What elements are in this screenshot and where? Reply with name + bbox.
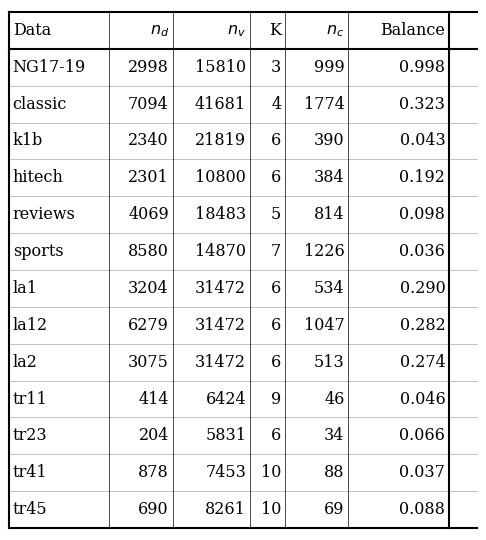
Text: 88: 88 xyxy=(324,464,345,481)
Text: 31472: 31472 xyxy=(195,354,246,370)
Text: tr45: tr45 xyxy=(13,501,47,518)
Text: la2: la2 xyxy=(13,354,37,370)
Text: 10: 10 xyxy=(261,501,281,518)
Text: 513: 513 xyxy=(314,354,345,370)
Text: 414: 414 xyxy=(139,390,169,408)
Text: la1: la1 xyxy=(13,280,37,297)
Text: 6: 6 xyxy=(271,132,281,150)
Text: 1047: 1047 xyxy=(304,317,345,334)
Text: Data: Data xyxy=(13,22,51,39)
Text: 9: 9 xyxy=(271,390,281,408)
Text: 3204: 3204 xyxy=(128,280,169,297)
Text: NG17-19: NG17-19 xyxy=(13,59,86,76)
Text: 6424: 6424 xyxy=(206,390,246,408)
Text: tr23: tr23 xyxy=(13,428,47,444)
Text: reviews: reviews xyxy=(13,206,75,223)
Text: tr11: tr11 xyxy=(13,390,48,408)
Text: 6: 6 xyxy=(271,317,281,334)
Text: 31472: 31472 xyxy=(195,317,246,334)
Text: Balance: Balance xyxy=(381,22,445,39)
Text: K: K xyxy=(269,22,281,39)
Text: 0.066: 0.066 xyxy=(399,428,445,444)
Text: 14870: 14870 xyxy=(195,243,246,260)
Text: 2301: 2301 xyxy=(128,170,169,186)
Text: 7453: 7453 xyxy=(205,464,246,481)
Text: 1226: 1226 xyxy=(304,243,345,260)
Text: 0.037: 0.037 xyxy=(399,464,445,481)
Text: 204: 204 xyxy=(139,428,169,444)
Text: 10: 10 xyxy=(261,464,281,481)
Text: classic: classic xyxy=(13,96,67,112)
Text: 8261: 8261 xyxy=(205,501,246,518)
Text: 0.043: 0.043 xyxy=(399,132,445,150)
Text: 6: 6 xyxy=(271,170,281,186)
Text: 6: 6 xyxy=(271,354,281,370)
Text: 8580: 8580 xyxy=(128,243,169,260)
Text: tr41: tr41 xyxy=(13,464,47,481)
Text: 5: 5 xyxy=(271,206,281,223)
Text: 21819: 21819 xyxy=(195,132,246,150)
Text: 390: 390 xyxy=(314,132,345,150)
Text: 0.088: 0.088 xyxy=(399,501,445,518)
Text: 999: 999 xyxy=(314,59,345,76)
Text: sports: sports xyxy=(13,243,63,260)
Text: 0.192: 0.192 xyxy=(399,170,445,186)
Text: hitech: hitech xyxy=(13,170,64,186)
Text: 4: 4 xyxy=(271,96,281,112)
Text: 0.098: 0.098 xyxy=(399,206,445,223)
Text: 0.274: 0.274 xyxy=(399,354,445,370)
Text: la12: la12 xyxy=(13,317,48,334)
Text: 534: 534 xyxy=(314,280,345,297)
Text: 384: 384 xyxy=(314,170,345,186)
Text: 6279: 6279 xyxy=(128,317,169,334)
Text: 0.282: 0.282 xyxy=(399,317,445,334)
Text: $n_v$: $n_v$ xyxy=(227,22,246,39)
Text: 6: 6 xyxy=(271,280,281,297)
Text: 7: 7 xyxy=(271,243,281,260)
Text: 0.323: 0.323 xyxy=(399,96,445,112)
Text: 878: 878 xyxy=(138,464,169,481)
Text: 31472: 31472 xyxy=(195,280,246,297)
Text: 1774: 1774 xyxy=(304,96,345,112)
Text: 2340: 2340 xyxy=(128,132,169,150)
Text: 10800: 10800 xyxy=(195,170,246,186)
Text: 18483: 18483 xyxy=(195,206,246,223)
Text: 46: 46 xyxy=(324,390,345,408)
Text: 0.046: 0.046 xyxy=(399,390,445,408)
Text: $n_d$: $n_d$ xyxy=(150,22,169,39)
Text: 814: 814 xyxy=(314,206,345,223)
Text: 5831: 5831 xyxy=(205,428,246,444)
Text: 2998: 2998 xyxy=(128,59,169,76)
Text: 690: 690 xyxy=(138,501,169,518)
Text: 41681: 41681 xyxy=(195,96,246,112)
Text: $n_c$: $n_c$ xyxy=(327,22,345,39)
Text: 0.998: 0.998 xyxy=(399,59,445,76)
Text: k1b: k1b xyxy=(13,132,43,150)
Text: 3075: 3075 xyxy=(128,354,169,370)
Text: 0.290: 0.290 xyxy=(399,280,445,297)
Text: 6: 6 xyxy=(271,428,281,444)
Text: 15810: 15810 xyxy=(195,59,246,76)
Text: 0.036: 0.036 xyxy=(399,243,445,260)
Text: 69: 69 xyxy=(324,501,345,518)
Text: 34: 34 xyxy=(324,428,345,444)
Text: 7094: 7094 xyxy=(128,96,169,112)
Text: 3: 3 xyxy=(271,59,281,76)
Text: 4069: 4069 xyxy=(128,206,169,223)
